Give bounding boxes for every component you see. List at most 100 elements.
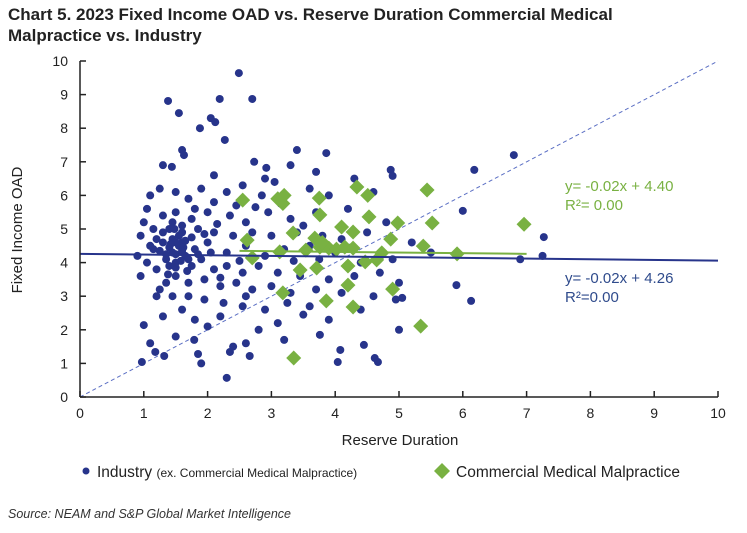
industry-point <box>299 310 308 319</box>
industry-point <box>241 339 250 348</box>
industry-point <box>222 188 231 197</box>
industry-point <box>337 288 346 297</box>
industry-point <box>190 204 199 213</box>
industry-point <box>232 201 241 210</box>
industry-point <box>181 236 190 245</box>
industry-point <box>257 191 266 200</box>
industry-point <box>216 282 225 291</box>
chart-title: Chart 5. 2023 Fixed Income OAD vs. Reser… <box>8 5 613 45</box>
industry-point <box>184 278 193 287</box>
industry-r-squared: R²=0.00 <box>565 289 619 306</box>
industry-point <box>312 285 321 294</box>
industry-point <box>142 204 151 213</box>
industry-point <box>299 221 308 230</box>
industry-point <box>395 325 403 334</box>
industry-point <box>142 258 151 267</box>
industry-point <box>168 292 177 301</box>
industry-point <box>238 268 247 277</box>
industry-point <box>241 218 250 227</box>
industry-point <box>152 235 161 244</box>
x-tick-label: 10 <box>710 405 726 421</box>
industry-point <box>264 208 273 217</box>
industry-point <box>458 206 467 215</box>
industry-point <box>407 238 416 247</box>
legend-industry-name: Industry <box>97 464 156 481</box>
y-tick-label: 0 <box>60 389 68 405</box>
industry-point <box>241 292 250 301</box>
industry-point <box>315 330 324 339</box>
industry-point <box>171 208 180 217</box>
cmm-point <box>312 207 328 223</box>
industry-point <box>178 305 187 314</box>
cmm-point <box>361 209 377 225</box>
industry-point <box>136 272 145 281</box>
cmm-point <box>357 254 373 270</box>
industry-point <box>203 208 212 217</box>
industry-point <box>166 240 175 249</box>
industry-point <box>324 275 333 284</box>
y-tick-label: 7 <box>60 154 68 170</box>
industry-point <box>174 109 183 118</box>
cmm-trendline <box>239 249 527 255</box>
industry-point <box>155 285 164 294</box>
industry-point <box>248 94 257 103</box>
cmm-point <box>345 224 361 240</box>
industry-point <box>369 292 378 301</box>
x-tick-label: 5 <box>395 405 403 421</box>
industry-point <box>254 325 263 334</box>
industry-point <box>270 177 279 186</box>
cmm-point <box>311 190 327 206</box>
industry-point <box>139 218 148 227</box>
industry-point <box>139 321 148 330</box>
industry-point <box>373 358 382 367</box>
industry-point <box>286 214 295 223</box>
x-tick-label: 7 <box>523 405 531 421</box>
industry-point <box>359 340 368 349</box>
industry-point <box>262 163 271 172</box>
industry-point <box>322 149 331 158</box>
industry-point <box>149 225 158 233</box>
industry-point <box>343 204 352 213</box>
industry-point <box>209 171 218 180</box>
industry-point <box>216 273 225 282</box>
industry-point <box>350 272 359 281</box>
industry-point <box>235 256 244 265</box>
industry-point <box>194 349 203 358</box>
cmm-r-squared: R²= 0.00 <box>565 197 623 214</box>
cmm-point <box>314 234 330 250</box>
industry-point <box>213 219 222 228</box>
industry-point <box>238 181 247 190</box>
cmm-point <box>413 318 429 334</box>
industry-point <box>200 275 209 284</box>
industry-point <box>197 359 206 368</box>
industry-point <box>179 151 188 160</box>
industry-point <box>184 292 193 301</box>
industry-point <box>222 261 231 270</box>
industry-point <box>209 228 218 237</box>
y-tick-label: 10 <box>52 53 68 69</box>
industry-point <box>155 246 164 255</box>
cmm-point <box>360 187 376 203</box>
y-tick-label: 4 <box>60 255 68 271</box>
industry-point <box>229 342 238 351</box>
industry-point <box>209 198 218 207</box>
industry-point <box>146 339 155 348</box>
industry-point <box>200 295 209 304</box>
industry-point <box>133 251 142 260</box>
industry-point <box>388 171 397 180</box>
industry-point <box>167 162 176 171</box>
industry-point <box>283 298 292 307</box>
industry-point <box>155 184 164 193</box>
industry-point <box>216 312 225 321</box>
industry-point <box>200 230 209 239</box>
cmm-point <box>298 242 314 258</box>
industry-point <box>382 218 391 227</box>
x-tick-label: 8 <box>587 405 595 421</box>
industry-point <box>386 165 395 174</box>
cmm-point <box>275 285 291 301</box>
industry-point <box>187 233 196 242</box>
industry-point <box>280 335 289 344</box>
industry-point <box>136 231 145 240</box>
cmm-point <box>345 299 361 315</box>
